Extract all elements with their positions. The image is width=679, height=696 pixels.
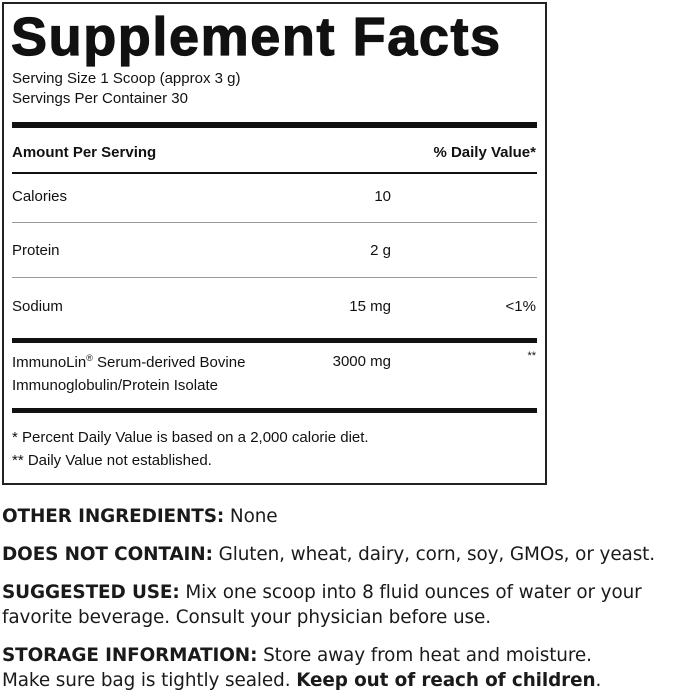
divider — [12, 338, 537, 343]
other-ingredients: OTHER INGREDIENTS: None — [2, 506, 278, 527]
storage-information-line2: Make sure bag is tightly sealed. Keep ou… — [2, 670, 602, 691]
does-not-contain: DOES NOT CONTAIN: Gluten, wheat, dairy, … — [2, 544, 656, 565]
row-name: Sodium — [12, 298, 63, 315]
ingredient-dv: ** — [527, 350, 536, 362]
amount-header: Amount Per Serving — [12, 144, 157, 161]
row-amount: 10 — [374, 188, 391, 205]
divider — [12, 172, 537, 174]
row-name: Calories — [12, 188, 68, 205]
row-amount: 15 mg — [349, 298, 391, 315]
suggested-use-line2: favorite beverage. Consult your physicia… — [2, 607, 491, 628]
divider — [12, 122, 537, 128]
divider — [12, 277, 537, 278]
ingredient-amount: 3000 mg — [332, 353, 391, 370]
supplement-facts-panel — [2, 2, 547, 485]
storage-information: STORAGE INFORMATION: Store away from hea… — [2, 645, 592, 666]
row-amount: 2 g — [370, 242, 391, 259]
suggested-use: SUGGESTED USE: Mix one scoop into 8 flui… — [2, 582, 642, 603]
ingredient-name: ImmunoLin® Serum-derived Bovine — [12, 353, 246, 371]
divider — [12, 222, 537, 223]
servings-per-container: Servings Per Container 30 — [12, 90, 188, 107]
serving-size: Serving Size 1 Scoop (approx 3 g) — [12, 70, 241, 87]
divider — [12, 408, 537, 413]
row-name: Protein — [12, 242, 60, 259]
ingredient-name-line2: Immunoglobulin/Protein Isolate — [12, 377, 218, 394]
footnote: * Percent Daily Value is based on a 2,00… — [12, 429, 369, 446]
footnote: ** Daily Value not established. — [12, 452, 212, 469]
dv-header: % Daily Value* — [433, 144, 536, 161]
panel-title: Supplement Facts — [10, 6, 502, 67]
row-dv: <1% — [505, 298, 536, 315]
